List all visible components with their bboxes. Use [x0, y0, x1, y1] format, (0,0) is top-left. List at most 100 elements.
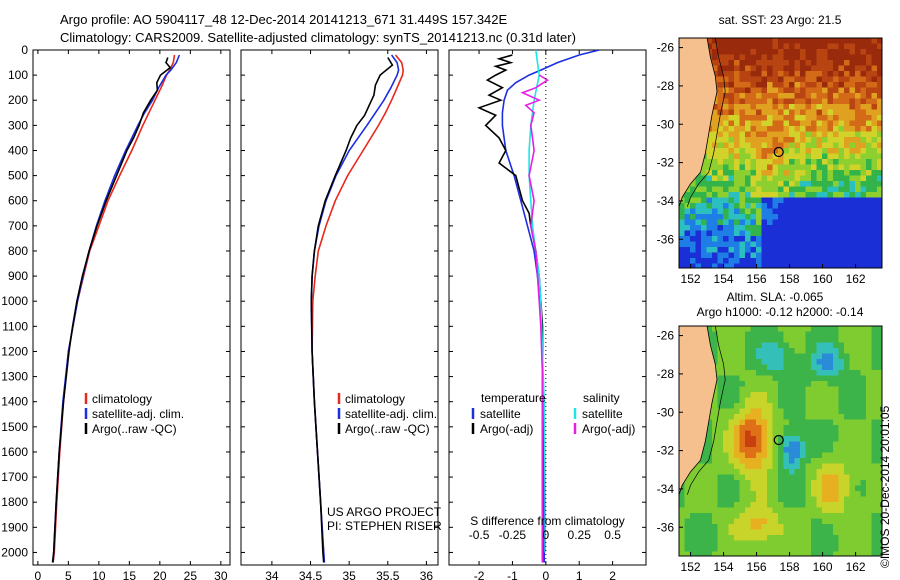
- map-cell: [767, 247, 773, 253]
- map-cell: [794, 326, 801, 332]
- map-cell: [833, 513, 839, 519]
- map-cell: [822, 331, 828, 338]
- map-cell: [761, 540, 768, 547]
- map-cell: [723, 425, 729, 431]
- series-line: [528, 50, 547, 553]
- map-cell: [816, 370, 823, 376]
- map-cell: [728, 54, 735, 61]
- map-cell: [712, 540, 718, 547]
- map-cell: [827, 381, 834, 387]
- map-cell: [877, 65, 882, 72]
- map-cell: [783, 203, 790, 209]
- map-cell: [712, 126, 718, 132]
- map-cell: [723, 364, 729, 371]
- map-cell: [745, 93, 751, 99]
- map-cell: [706, 236, 713, 242]
- map-cell: [822, 109, 828, 116]
- map-cell: [794, 104, 801, 110]
- map-cell: [833, 98, 839, 105]
- map-cell: [734, 331, 740, 338]
- map-cell: [877, 120, 882, 127]
- map-cell: [871, 82, 878, 88]
- map-cell: [717, 153, 724, 160]
- map-cell: [717, 137, 724, 143]
- map-cell: [811, 175, 817, 182]
- map-cell: [877, 186, 882, 193]
- map-cell: [800, 126, 806, 132]
- map-cell: [756, 540, 762, 547]
- map-field: [679, 38, 882, 268]
- map-cell: [877, 142, 882, 149]
- map-cell: [800, 408, 806, 415]
- map-cell: [745, 342, 751, 349]
- x-tick-label: 154: [714, 272, 734, 286]
- map-cell: [871, 137, 878, 143]
- map-cell: [794, 408, 801, 415]
- map-cell: [827, 507, 834, 514]
- map-cell: [822, 419, 828, 426]
- map-cell: [844, 441, 850, 448]
- map-cell: [750, 546, 757, 552]
- map-cell: [706, 170, 713, 176]
- map-cell: [794, 225, 801, 231]
- map-cell: [783, 197, 790, 204]
- map-cell: [767, 348, 773, 354]
- map-cell: [849, 109, 856, 116]
- map-cell: [778, 230, 784, 237]
- map-cell: [723, 326, 729, 332]
- map-cell: [805, 425, 812, 431]
- map-cell: [860, 82, 867, 88]
- map-cell: [767, 458, 773, 464]
- map-cell: [745, 115, 751, 121]
- x-tick-label: 160: [813, 272, 833, 286]
- map-cell: [849, 137, 856, 143]
- title-line-1: Argo profile: AO 5904117_48 12-Dec-2014 …: [60, 12, 508, 27]
- map-cell: [734, 186, 740, 193]
- map-cell: [860, 513, 867, 519]
- map-cell: [750, 348, 757, 354]
- map-cell: [750, 458, 757, 464]
- map-cell: [833, 181, 839, 187]
- map-cell: [761, 469, 768, 475]
- map-cell: [833, 247, 839, 253]
- map-cell: [822, 71, 828, 77]
- map-cell: [772, 529, 779, 536]
- map-cell: [717, 441, 724, 448]
- map-cell: [712, 458, 718, 464]
- map-cell: [679, 507, 685, 514]
- map-cell: [723, 247, 729, 253]
- map-cell: [794, 137, 801, 143]
- map-cell: [805, 164, 812, 171]
- map-cell: [811, 247, 817, 253]
- map-cell: [833, 38, 839, 44]
- map-cell: [750, 87, 757, 94]
- map-cell: [750, 331, 757, 338]
- map-cell: [855, 164, 861, 171]
- map-cell: [860, 263, 867, 268]
- map-cell: [695, 225, 702, 231]
- map-cell: [761, 348, 768, 354]
- map-cell: [866, 331, 872, 338]
- map-cell: [827, 364, 834, 371]
- map-cell: [794, 109, 801, 116]
- map-cell: [723, 386, 729, 393]
- map-cell: [794, 76, 801, 83]
- map-cell: [794, 197, 801, 204]
- map-cell: [811, 71, 817, 77]
- map-cell: [811, 386, 817, 393]
- map-cell: [816, 430, 823, 437]
- map-cell: [783, 137, 790, 143]
- map-cell: [728, 452, 735, 459]
- map-cell: [844, 104, 850, 110]
- map-cell: [855, 225, 861, 231]
- map-cell: [750, 186, 757, 193]
- map-cell: [838, 524, 845, 530]
- map-cell: [712, 192, 718, 198]
- map-cell: [827, 137, 834, 143]
- map-cell: [679, 513, 685, 519]
- map-cell: [778, 203, 784, 209]
- map-cell: [849, 126, 856, 132]
- map-cell: [706, 219, 713, 226]
- map-cell: [772, 436, 779, 442]
- map-cell: [800, 170, 806, 176]
